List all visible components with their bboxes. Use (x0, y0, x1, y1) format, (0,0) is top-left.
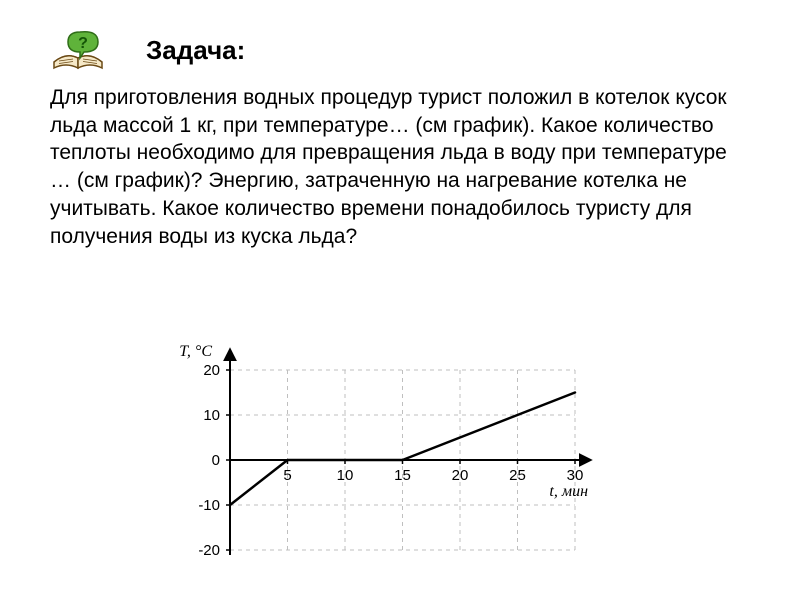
temperature-time-chart: -20 -10 0 10 20 5 10 15 20 25 30 T, °C t, мин (170, 340, 610, 570)
svg-text:25: 25 (509, 467, 526, 484)
svg-text:-20: -20 (198, 542, 220, 559)
slide-title: Задача: (146, 35, 245, 66)
svg-text:10: 10 (203, 407, 220, 424)
svg-text:T, °C: T, °C (179, 343, 212, 360)
svg-text:t, мин: t, мин (549, 483, 588, 500)
svg-text:10: 10 (337, 467, 354, 484)
svg-text:20: 20 (203, 362, 220, 379)
svg-text:-10: -10 (198, 497, 220, 514)
svg-text:30: 30 (567, 467, 584, 484)
svg-text:20: 20 (452, 467, 469, 484)
svg-text:5: 5 (283, 467, 291, 484)
svg-text:0: 0 (212, 452, 220, 469)
svg-text:15: 15 (394, 467, 411, 484)
book-question-icon: ? (50, 28, 110, 72)
problem-text: Для приготовления водных процедур турист… (50, 84, 750, 250)
svg-text:?: ? (78, 35, 88, 52)
